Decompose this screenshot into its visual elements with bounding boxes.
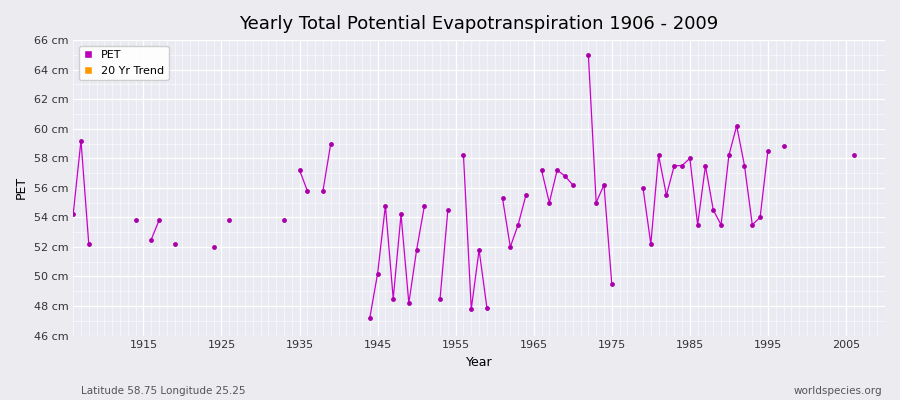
Point bbox=[386, 296, 400, 302]
Point bbox=[581, 52, 596, 58]
Point bbox=[667, 162, 681, 169]
Point bbox=[456, 152, 471, 158]
Point bbox=[129, 217, 143, 224]
Point bbox=[847, 152, 861, 158]
Point bbox=[722, 152, 736, 158]
Point bbox=[401, 300, 416, 306]
Point bbox=[753, 214, 768, 220]
Point bbox=[542, 200, 556, 206]
Point bbox=[777, 143, 791, 150]
Point bbox=[480, 304, 494, 311]
Point bbox=[605, 281, 619, 287]
Point bbox=[144, 236, 158, 243]
Point bbox=[675, 162, 689, 169]
Y-axis label: PET: PET bbox=[15, 176, 28, 200]
Point bbox=[363, 315, 377, 321]
Point bbox=[682, 155, 697, 162]
Point bbox=[464, 306, 479, 312]
Point bbox=[74, 137, 88, 144]
Point bbox=[206, 244, 220, 250]
Point bbox=[433, 296, 447, 302]
Point bbox=[495, 195, 509, 201]
Point bbox=[589, 200, 603, 206]
Point bbox=[292, 167, 307, 173]
Point bbox=[371, 270, 385, 277]
Point bbox=[503, 244, 517, 250]
Point bbox=[714, 222, 728, 228]
Point bbox=[535, 167, 549, 173]
Point bbox=[66, 211, 80, 218]
Point bbox=[378, 202, 392, 209]
Point bbox=[558, 173, 572, 179]
Point bbox=[690, 222, 705, 228]
Point bbox=[597, 182, 611, 188]
Point bbox=[222, 217, 237, 224]
Point bbox=[760, 148, 775, 154]
Point bbox=[635, 185, 650, 191]
Point bbox=[745, 222, 760, 228]
Point bbox=[276, 217, 291, 224]
Point bbox=[698, 162, 713, 169]
Point bbox=[518, 192, 533, 198]
X-axis label: Year: Year bbox=[466, 356, 492, 369]
Legend: PET, 20 Yr Trend: PET, 20 Yr Trend bbox=[78, 46, 168, 80]
Title: Yearly Total Potential Evapotranspiration 1906 - 2009: Yearly Total Potential Evapotranspiratio… bbox=[239, 15, 719, 33]
Point bbox=[167, 241, 182, 247]
Point bbox=[550, 167, 564, 173]
Point bbox=[565, 182, 580, 188]
Point bbox=[394, 211, 409, 218]
Point bbox=[659, 192, 673, 198]
Point bbox=[316, 188, 330, 194]
Text: Latitude 58.75 Longitude 25.25: Latitude 58.75 Longitude 25.25 bbox=[81, 386, 246, 396]
Text: worldspecies.org: worldspecies.org bbox=[794, 386, 882, 396]
Point bbox=[418, 202, 432, 209]
Point bbox=[511, 222, 526, 228]
Point bbox=[652, 152, 666, 158]
Point bbox=[324, 140, 338, 147]
Point bbox=[730, 122, 744, 129]
Point bbox=[152, 217, 166, 224]
Point bbox=[644, 241, 658, 247]
Point bbox=[410, 247, 424, 253]
Point bbox=[737, 162, 751, 169]
Point bbox=[472, 247, 486, 253]
Point bbox=[300, 188, 314, 194]
Point bbox=[441, 207, 455, 213]
Point bbox=[82, 241, 96, 247]
Point bbox=[706, 207, 721, 213]
